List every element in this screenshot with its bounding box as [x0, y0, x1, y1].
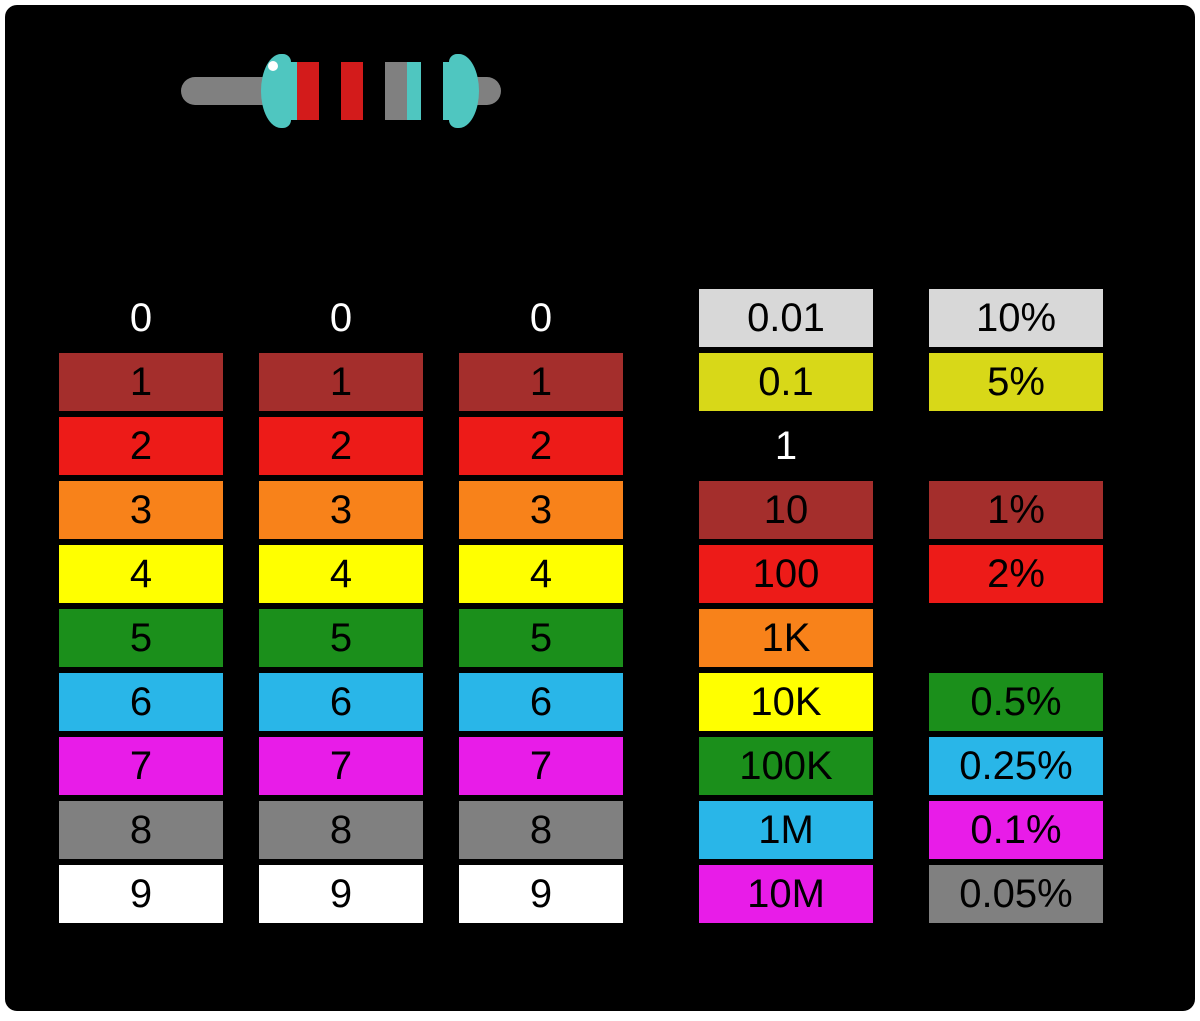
digit-column-3: 0123456789 [456, 286, 626, 926]
digit2-red: 2 [256, 414, 426, 478]
digit3-yellow: 4 [456, 542, 626, 606]
digit1-blue: 6 [56, 670, 226, 734]
digit3-orange: 3 [456, 478, 626, 542]
resistor-band-6 [421, 62, 443, 120]
multiplier-column: 0.010.11101001K10K100K1M10M [696, 286, 876, 926]
digit2-blue: 6 [256, 670, 426, 734]
resistor-body [261, 54, 461, 128]
tolerance-brown: 1% [926, 478, 1106, 542]
digit2-green: 5 [256, 606, 426, 670]
digit-column-1: 0123456789 [56, 286, 226, 926]
resistor-band-2 [319, 62, 341, 120]
digit1-yellow: 4 [56, 542, 226, 606]
digit3-blue: 6 [456, 670, 626, 734]
multiplier-green: 100K [696, 734, 876, 798]
tolerance-gap [926, 606, 1106, 670]
digit2-white: 9 [256, 862, 426, 926]
digit2-brown: 1 [256, 350, 426, 414]
digit2-yellow: 4 [256, 542, 426, 606]
resistor-bulge-right [449, 54, 479, 128]
digit1-brown: 1 [56, 350, 226, 414]
multiplier-orange: 1K [696, 606, 876, 670]
tolerance-grey: 0.05% [926, 862, 1106, 926]
multiplier-red: 100 [696, 542, 876, 606]
digit2-grey: 8 [256, 798, 426, 862]
multiplier-yellow: 10K [696, 670, 876, 734]
multiplier-black: 1 [696, 414, 876, 478]
digit3-white: 9 [456, 862, 626, 926]
digit2-violet: 7 [256, 734, 426, 798]
digit1-orange: 3 [56, 478, 226, 542]
resistor-illustration [181, 36, 501, 146]
digit1-black: 0 [56, 286, 226, 350]
tolerance-blue: 0.25% [926, 734, 1106, 798]
multiplier-brown: 10 [696, 478, 876, 542]
digit2-orange: 3 [256, 478, 426, 542]
resistor-band-1 [297, 62, 319, 120]
digit2-black: 0 [256, 286, 426, 350]
resistor-band-5 [385, 62, 407, 120]
tolerance-violet: 0.1% [926, 798, 1106, 862]
tolerance-red: 2% [926, 542, 1106, 606]
tolerance-silver: 10% [926, 286, 1106, 350]
digit3-grey: 8 [456, 798, 626, 862]
digit1-violet: 7 [56, 734, 226, 798]
resistor-color-chart: 0123456789 0123456789 0123456789 0.010.1… [5, 5, 1195, 1011]
digit3-red: 2 [456, 414, 626, 478]
digit3-black: 0 [456, 286, 626, 350]
digit1-green: 5 [56, 606, 226, 670]
digit3-brown: 1 [456, 350, 626, 414]
multiplier-gold: 0.1 [696, 350, 876, 414]
digit1-white: 9 [56, 862, 226, 926]
tolerance-column: 10%5% 1%2% 0.5%0.25%0.1%0.05% [926, 286, 1106, 926]
chart-columns: 0123456789 0123456789 0123456789 0.010.1… [56, 286, 1164, 990]
multiplier-blue: 1M [696, 798, 876, 862]
resistor-band-3 [341, 62, 363, 120]
digit1-grey: 8 [56, 798, 226, 862]
resistor-bands [291, 62, 449, 120]
digit-column-2: 0123456789 [256, 286, 426, 926]
resistor-bulge-left [261, 54, 291, 128]
multiplier-violet: 10M [696, 862, 876, 926]
resistor-spec-highlight [268, 61, 278, 71]
tolerance-gold: 5% [926, 350, 1106, 414]
tolerance-gap [926, 414, 1106, 478]
tolerance-green: 0.5% [926, 670, 1106, 734]
digit1-red: 2 [56, 414, 226, 478]
digit3-green: 5 [456, 606, 626, 670]
digit3-violet: 7 [456, 734, 626, 798]
resistor-band-4 [363, 62, 385, 120]
multiplier-silver: 0.01 [696, 286, 876, 350]
